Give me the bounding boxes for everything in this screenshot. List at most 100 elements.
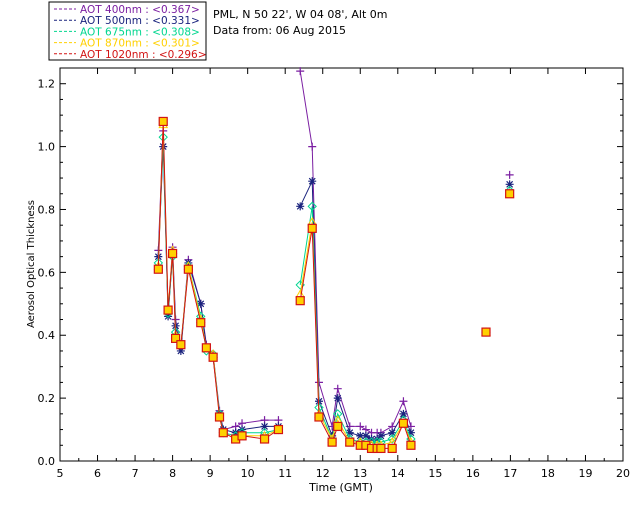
data-point-400nm [308, 142, 317, 151]
data-point-1020nm [176, 340, 186, 350]
series-3 [153, 119, 515, 449]
x-tick-label: 11 [278, 467, 292, 480]
x-tick-label: 14 [391, 467, 405, 480]
data-point-1020nm [171, 333, 181, 343]
x-tick-label: 10 [241, 467, 255, 480]
data-point-500nm [260, 422, 269, 431]
series-line [158, 147, 509, 439]
y-tick-label: 1.2 [38, 78, 56, 91]
data-point-1020nm [295, 296, 305, 306]
data-point-1020nm [387, 443, 397, 454]
series-2 [153, 132, 515, 447]
y-tick-label: 0.4 [38, 329, 56, 342]
data-point-500nm [154, 252, 163, 261]
data-point-500nm [367, 434, 376, 443]
series-1 [154, 142, 514, 443]
data-point-675nm [333, 409, 343, 419]
x-tick-label: 12 [316, 467, 330, 480]
x-axis-label: Time (GMT) [308, 481, 373, 494]
legend-entry: AOT 1020nm : <0.296> [80, 49, 207, 61]
data-point-500nm [296, 202, 305, 211]
series-4 [153, 116, 515, 454]
x-tick-label: 18 [541, 467, 555, 480]
series-line [158, 71, 509, 433]
series-line [158, 137, 509, 442]
x-tick-label: 8 [169, 467, 176, 480]
data-point-1020nm [406, 440, 416, 450]
data-point-500nm [356, 431, 365, 440]
data-point-500nm [238, 425, 247, 434]
series-layer [153, 67, 515, 454]
site-label: PML, N 50 22', W 04 08', Alt 0m [213, 8, 387, 21]
y-tick-label: 0.2 [38, 392, 56, 405]
data-point-1020nm [333, 421, 343, 432]
x-axis: 5 6 7 8 9 10 11 12 13 14 15 16 17 18 19 20 [57, 68, 630, 480]
data-point-500nm [231, 428, 240, 437]
data-point-1020nm [273, 424, 284, 435]
data-point-500nm [373, 434, 382, 443]
data-point-1020nm [153, 264, 163, 274]
data-point-1020nm [214, 412, 225, 422]
legend-entry: AOT 675nm : <0.308> [80, 26, 200, 38]
data-point-500nm [406, 428, 415, 437]
data-point-1020nm [196, 318, 206, 328]
data-point-675nm [295, 280, 305, 290]
data-point-400nm [333, 384, 342, 393]
data-point-500nm [361, 431, 370, 440]
y-tick-label: 0.8 [38, 203, 56, 216]
data-point-400nm [356, 422, 365, 431]
y-axis-label: Aerosol Optical Thickness [26, 200, 37, 328]
data-point-1020nm [259, 434, 270, 444]
x-tick-label: 7 [132, 467, 139, 480]
data-point-500nm [176, 346, 185, 355]
series-0 [154, 67, 514, 437]
data-point-500nm [164, 312, 173, 321]
y-tick-label: 0.0 [38, 455, 56, 468]
data-point-400nm [399, 397, 408, 406]
data-point-1020nm [168, 248, 178, 259]
legend-entry: AOT 870nm : <0.301> [80, 38, 200, 50]
x-tick-label: 9 [207, 467, 214, 480]
data-point-1020nm [398, 418, 409, 428]
data-point-500nm [388, 428, 397, 437]
data-point-500nm [333, 394, 342, 403]
data-point-500nm [399, 409, 408, 418]
y-axis: 0.0 0.2 0.4 0.6 0.8 1.0 1.2 [38, 78, 623, 468]
legend-entry: AOT 500nm : <0.331> [80, 15, 200, 27]
x-tick-label: 15 [428, 467, 442, 480]
data-point-1020nm [201, 343, 211, 353]
y-tick-label: 0.6 [38, 266, 56, 279]
x-tick-label: 19 [578, 467, 592, 480]
legend: AOT 400nm : <0.367>AOT 500nm : <0.331>AO… [54, 4, 207, 61]
data-point-1020nm [327, 437, 337, 447]
data-point-1020nm [237, 431, 247, 441]
y-tick-label: 1.0 [38, 141, 56, 154]
data-point-500nm [345, 428, 354, 437]
data-point-400nm [296, 67, 305, 76]
data-point-1020nm [481, 327, 491, 337]
data-point-675nm [307, 201, 317, 212]
series-line [158, 121, 509, 448]
x-tick-label: 13 [353, 467, 367, 480]
x-tick-label: 16 [466, 467, 480, 480]
x-tick-label: 20 [616, 467, 630, 480]
data-point-1020nm [505, 189, 515, 199]
data-point-1020nm [376, 443, 386, 454]
data-point-1020nm [345, 437, 355, 447]
data-point-1020nm [218, 428, 228, 438]
data-point-1020nm [163, 305, 173, 315]
data-point-1020nm [307, 223, 317, 233]
data-point-1020nm [314, 412, 324, 422]
data-point-500nm [505, 180, 514, 189]
date-label: Data from: 06 Aug 2015 [213, 24, 346, 37]
data-point-1020nm [208, 352, 218, 362]
data-point-1020nm [183, 264, 193, 274]
data-point-500nm [376, 431, 385, 440]
legend-entry: AOT 400nm : <0.367> [80, 4, 200, 16]
series-line [158, 125, 509, 446]
x-tick-label: 5 [57, 467, 64, 480]
x-tick-label: 6 [94, 467, 101, 480]
data-point-1020nm [158, 116, 168, 127]
x-tick-label: 17 [503, 467, 517, 480]
